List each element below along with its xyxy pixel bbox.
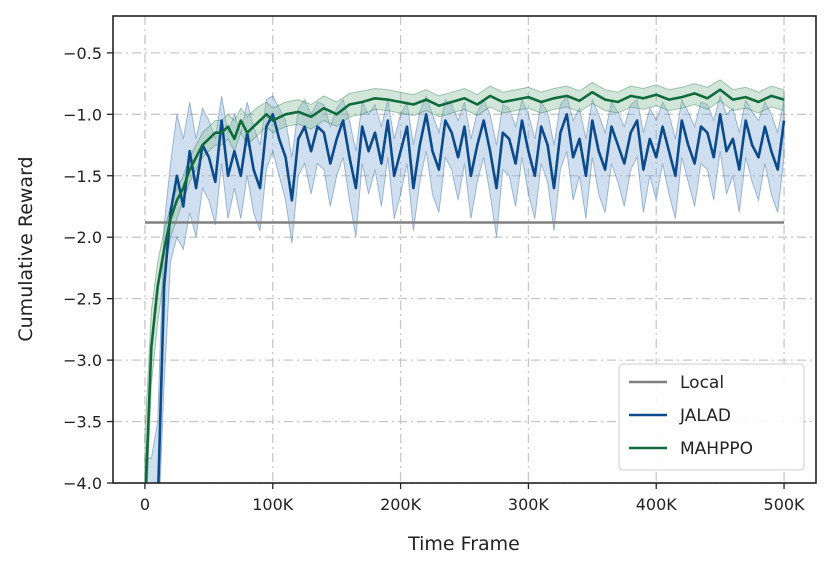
legend: Local JALAD MAHPPO (618, 363, 805, 471)
x-tick-label: 400K (636, 495, 678, 514)
legend-label-local: Local (680, 373, 724, 393)
plot-frame (112, 15, 817, 484)
y-axis-label: Cumulative Reward (15, 156, 37, 341)
y-tick-label: −3.0 (63, 351, 102, 370)
y-tick-label: −2.0 (63, 228, 102, 247)
legend-label-mahppo: MAHPPO (680, 439, 753, 459)
x-axis-label: Time Frame (407, 533, 520, 555)
series-lines (144, 88, 786, 483)
jalad-band (144, 94, 785, 483)
mahppo-line (144, 88, 785, 483)
x-tick-label: 100K (252, 495, 294, 514)
y-tick-label: −2.5 (63, 290, 102, 309)
y-tick-label: −1.0 (63, 105, 102, 124)
jalad-line (157, 113, 786, 483)
x-tick-label: 500K (764, 495, 806, 514)
x-tick-label: 300K (508, 495, 550, 514)
legend-label-jalad: JALAD (679, 406, 731, 426)
legend-frame (618, 363, 805, 471)
y-tick-label: −4.0 (63, 474, 102, 493)
y-tick-label: −3.5 (63, 413, 102, 432)
y-tick-label: −0.5 (63, 44, 102, 63)
x-axis-ticks: 0 100K 200K 300K 400K 500K (140, 483, 805, 514)
grid (113, 16, 816, 484)
x-tick-label: 0 (140, 495, 150, 514)
x-tick-label: 200K (380, 495, 422, 514)
y-tick-label: −1.5 (63, 167, 102, 186)
confidence-bands (144, 79, 785, 483)
y-axis-ticks: −4.0 −3.5 −3.0 −2.5 −2.0 −1.5 −1.0 −0.5 (63, 44, 113, 493)
mahppo-band (144, 79, 785, 483)
